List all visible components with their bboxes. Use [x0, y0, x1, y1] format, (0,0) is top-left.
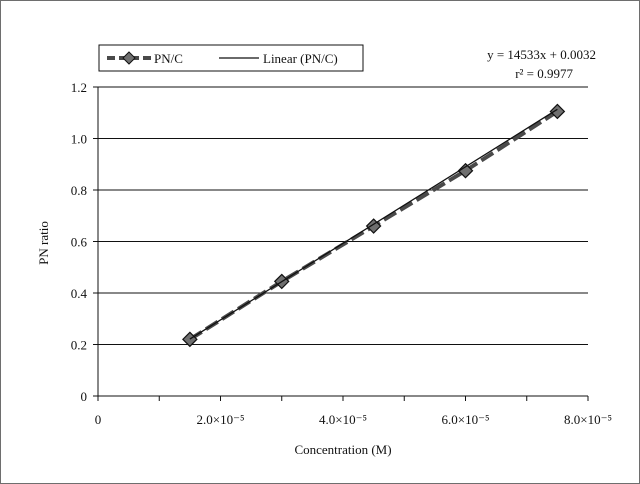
series-linear-fit-line [189, 108, 558, 340]
y-tick-label: 0 [81, 389, 88, 404]
x-axis-title: Concentration (M) [294, 442, 391, 457]
series-pnc-point [549, 103, 566, 120]
x-tick-label: 4.0×10⁻⁵ [319, 412, 367, 427]
y-tick-label: 0.2 [71, 338, 87, 353]
legend-pnc-label: PN/C [154, 51, 183, 66]
y-tick-label: 0.6 [71, 235, 88, 250]
grid-layer [98, 86, 588, 345]
series-pnc-point [457, 162, 474, 179]
x-tick-label: 6.0×10⁻⁵ [442, 412, 490, 427]
y-tick-label: 0.4 [71, 286, 88, 301]
x-tick-label: 8.0×10⁻⁵ [564, 412, 612, 427]
y-tick-label: 1.0 [71, 132, 87, 147]
x-tick-label: 0 [95, 412, 102, 427]
equation-text: y = 14533x + 0.0032 [487, 47, 596, 62]
series-pnc-point [182, 331, 198, 348]
legend: PN/C Linear (PN/C) [98, 44, 364, 72]
r-squared-text: r² = 0.9977 [515, 66, 573, 81]
tick-label-layer: 0 0.2 0.4 0.6 0.8 1.0 1.2 0 2.0×10⁻⁵ 4.0×10⁻⁵ 6.0×… [71, 80, 612, 427]
y-tick-label: 1.2 [71, 80, 87, 95]
series-layer [182, 103, 566, 348]
legend-linear-label: Linear (PN/C) [263, 51, 338, 66]
x-tick-label: 2.0×10⁻⁵ [197, 412, 245, 427]
y-tick-label: 0.8 [71, 183, 87, 198]
y-axis-title: PN ratio [36, 221, 51, 265]
legend-pnc-diamond-icon [122, 51, 136, 65]
